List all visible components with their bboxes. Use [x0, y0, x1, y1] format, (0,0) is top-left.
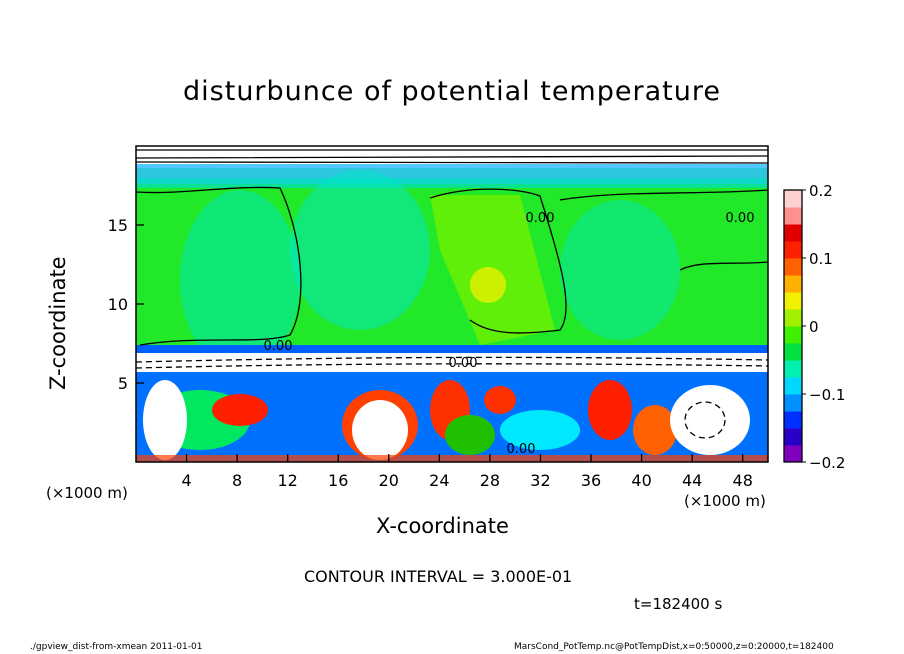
- contour-line: [429, 188, 567, 334]
- lower-hot-4: [484, 386, 516, 414]
- y-tick-label: 10: [108, 295, 128, 314]
- colorbar-swatch: [784, 360, 802, 378]
- x-unit-label-right: (×1000 m): [684, 492, 766, 510]
- colorbar-swatch: [784, 445, 802, 463]
- contour-line: [136, 186, 302, 346]
- colorbar-swatch: [784, 343, 802, 361]
- plume-cold-2: [290, 170, 430, 330]
- x-tick-label: 48: [733, 471, 753, 490]
- x-tick-label: 24: [429, 471, 449, 490]
- contour-line: [559, 189, 768, 201]
- lower-cold-4: [500, 410, 580, 450]
- contour-line-negative: [136, 356, 768, 363]
- chart-title: disturbunce of potential temperature: [183, 76, 721, 107]
- colorbar-swatch: [784, 292, 802, 310]
- y-tick-label: 15: [108, 216, 128, 235]
- contour-line-negative: [136, 363, 768, 369]
- contour-line: [679, 261, 768, 271]
- y-tick-label: 5: [118, 374, 128, 393]
- y-axis-label: Z-coordinate: [46, 256, 70, 390]
- colorbar-swatch: [784, 224, 802, 242]
- colorbar-tick-label: −0.1: [809, 386, 845, 404]
- colorbar-swatch: [784, 326, 802, 344]
- colorbar-tick-label: 0: [809, 318, 819, 336]
- contour-label: 0.00: [526, 211, 555, 226]
- colorbar-swatch: [784, 190, 802, 208]
- contour-label: 0.00: [726, 211, 755, 226]
- lower-white-2: [352, 400, 408, 460]
- contour-labels: 0.00 0.00 0.00 0.00 0.00: [264, 211, 755, 457]
- y-axis: 5 10 15: [108, 216, 144, 393]
- footer-right: MarsCond_PotTemp.nc@PotTempDist,x=0:5000…: [514, 642, 834, 652]
- footer-left: ./gpview_dist-from-xmean 2011-01-01: [30, 642, 203, 652]
- inversion-cold: [136, 345, 768, 353]
- colorbar-swatch: [784, 258, 802, 276]
- plume-cold-3: [560, 200, 680, 340]
- colorbar-tick-label: 0.1: [809, 250, 833, 268]
- colorbar: 0.2 0.1 0 −0.1 −0.2: [783, 182, 845, 472]
- colorbar-swatch: [784, 207, 802, 225]
- lower-hot-5: [588, 380, 632, 440]
- x-tick-label: 28: [480, 471, 500, 490]
- x-tick-label: 20: [379, 471, 399, 490]
- contour-label: 0.00: [449, 356, 478, 371]
- plume-cold-1: [180, 190, 300, 370]
- contour-line: [136, 149, 768, 164]
- x-tick-label: 40: [631, 471, 651, 490]
- lower-white-6: [670, 385, 750, 455]
- lower-hot-6: [633, 405, 677, 455]
- contours: [136, 149, 768, 439]
- x-tick-label: 16: [328, 471, 348, 490]
- field-layer: [136, 146, 768, 462]
- colorbar-tick-label: 0.2: [809, 182, 833, 200]
- top-cyan-band: [136, 178, 768, 188]
- x-tick-label: 8: [232, 471, 242, 490]
- plume-warm-core: [470, 267, 506, 303]
- surface-band: [136, 455, 768, 462]
- time-label: t=182400 s: [634, 595, 723, 613]
- colorbar-tick-label: −0.2: [809, 454, 845, 472]
- x-tick-label: 36: [581, 471, 601, 490]
- colorbar-swatch: [784, 394, 802, 412]
- x-axis-label: X-coordinate: [376, 514, 509, 538]
- lower-hot-1: [212, 394, 268, 426]
- contour-label: 0.00: [264, 339, 293, 354]
- x-tick-label: 32: [530, 471, 550, 490]
- colorbar-swatch: [784, 428, 802, 446]
- colorbar-swatch: [784, 275, 802, 293]
- colorbar-swatch: [784, 377, 802, 395]
- x-tick-label: 12: [278, 471, 298, 490]
- contour-line-negative: [684, 401, 726, 439]
- colorbar-swatch: [784, 309, 802, 327]
- x-unit-label-left: (×1000 m): [46, 484, 128, 502]
- x-axis: 4 8 12 16 20 24 28 32 36 40 44 48: [181, 454, 753, 490]
- contour-label: 0.00: [507, 442, 536, 457]
- lower-warm-3: [445, 415, 495, 455]
- x-tick-label: 4: [181, 471, 191, 490]
- lower-white-1: [143, 380, 187, 460]
- colorbar-swatch: [784, 241, 802, 259]
- colorbar-swatch: [784, 411, 802, 429]
- contour-interval: CONTOUR INTERVAL = 3.000E-01: [304, 567, 573, 586]
- x-tick-label: 44: [682, 471, 702, 490]
